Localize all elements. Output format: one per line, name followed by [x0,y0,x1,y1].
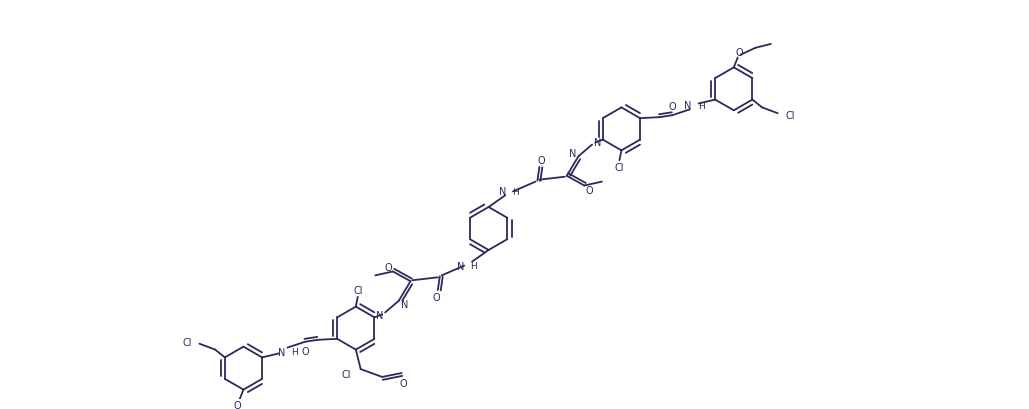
Text: H: H [470,261,476,270]
Text: N: N [401,299,409,309]
Text: O: O [400,378,407,388]
Text: Cl: Cl [342,369,351,379]
Text: N: N [684,101,691,111]
Text: H: H [291,347,298,356]
Text: N: N [376,311,383,321]
Text: Cl: Cl [614,162,625,173]
Text: N: N [457,261,464,271]
Text: O: O [669,102,676,112]
Text: Cl: Cl [182,337,191,347]
Text: N: N [278,347,285,357]
Text: O: O [537,156,545,166]
Text: H: H [698,102,705,111]
Text: H: H [512,187,519,196]
Text: O: O [234,400,242,409]
Text: Cl: Cl [353,285,362,295]
Text: O: O [736,47,744,58]
Text: N: N [499,187,506,197]
Text: Cl: Cl [785,111,795,121]
Text: O: O [301,346,309,356]
Text: O: O [384,262,392,272]
Text: O: O [586,186,593,196]
Text: O: O [432,292,439,302]
Text: N: N [569,149,576,159]
Text: N: N [595,137,602,147]
